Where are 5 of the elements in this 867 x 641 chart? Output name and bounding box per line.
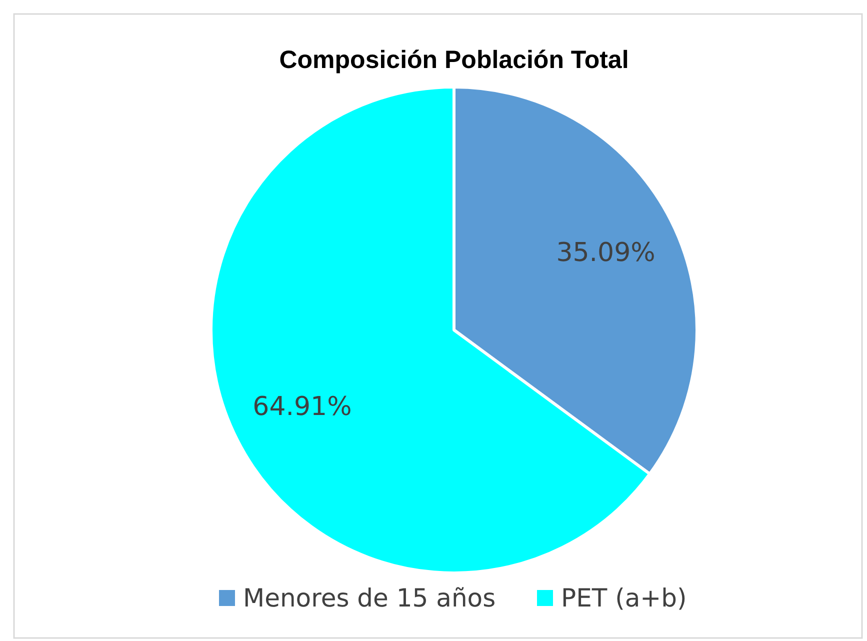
- legend-label: Menores de 15 años: [243, 584, 496, 612]
- data-label: 35.09%: [556, 238, 656, 268]
- chart-title: Composición Población Total: [279, 46, 629, 74]
- data-label: 64.91%: [252, 392, 352, 422]
- legend-label: PET (a+b): [561, 584, 687, 612]
